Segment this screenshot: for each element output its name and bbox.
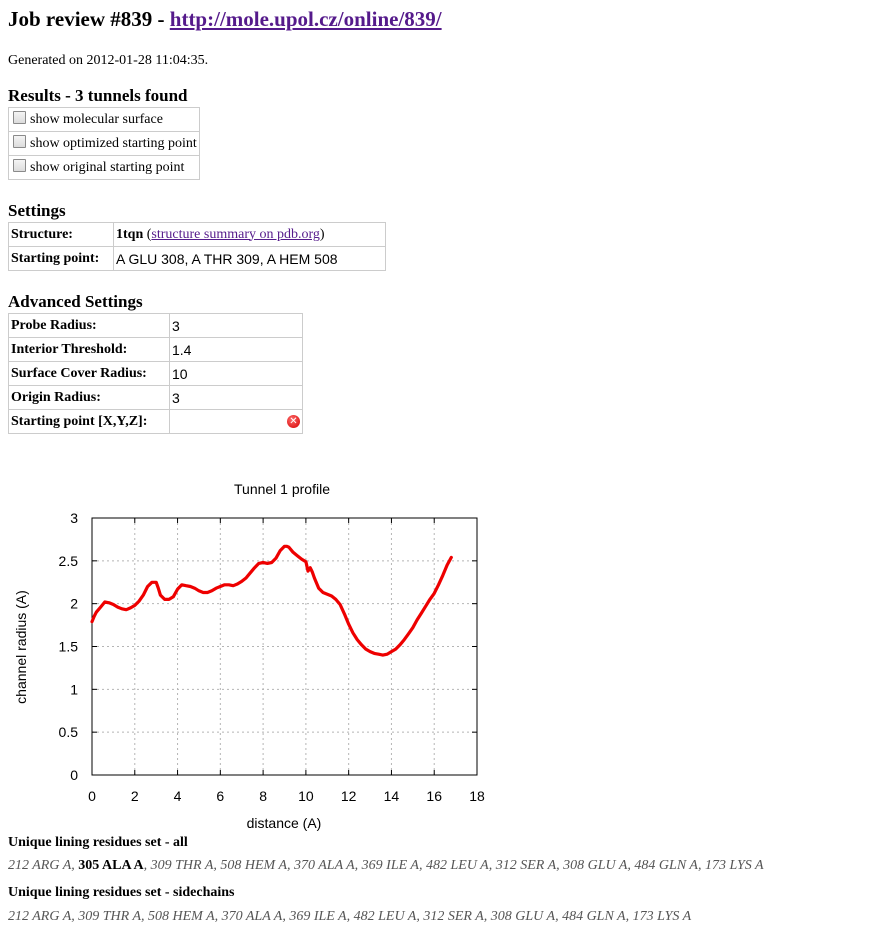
y-tick-label: 1 bbox=[70, 681, 78, 697]
radius-profile-line bbox=[90, 544, 453, 657]
chart-title: Tunnel 1 profile bbox=[234, 481, 330, 497]
option-label: show molecular surface bbox=[30, 112, 163, 127]
advanced-settings-heading: Advanced Settings bbox=[8, 292, 143, 311]
option-original-start[interactable]: show original starting point bbox=[8, 155, 200, 180]
axis-ticks: 0 2 4 6 8 10 12 14 16 18 0 0.5 1 1.5 2 2.5 3 bbox=[59, 510, 485, 804]
x-tick-label: 18 bbox=[469, 788, 485, 804]
probe-radius-label: Probe Radius: bbox=[8, 313, 170, 338]
tunnel-profile-chart: Tunnel 1 profile 0 2 4 6 8 10 12 14 16 18 0 0.5 1 1.5… bbox=[13, 481, 485, 831]
residues-all-before: 212 ARG A, bbox=[8, 858, 79, 873]
y-tick-label: 0.5 bbox=[59, 724, 79, 740]
interior-threshold-label: Interior Threshold: bbox=[8, 337, 170, 362]
option-label: show original starting point bbox=[30, 160, 185, 175]
x-tick-label: 0 bbox=[88, 788, 96, 804]
starting-point-label: Starting point: bbox=[8, 246, 114, 271]
display-options-table: show molecular surface show optimized st… bbox=[8, 107, 200, 180]
job-url-link[interactable]: http://mole.upol.cz/online/839/ bbox=[169, 7, 442, 31]
option-molecular-surface[interactable]: show molecular surface bbox=[8, 107, 200, 132]
checkbox-optimized-start[interactable] bbox=[13, 135, 26, 148]
probe-radius-value: 3 bbox=[169, 313, 303, 338]
x-tick-label: 12 bbox=[341, 788, 357, 804]
y-axis-label: channel radius (A) bbox=[13, 590, 29, 704]
origin-radius-value: 3 bbox=[169, 385, 303, 410]
y-tick-label: 3 bbox=[70, 510, 78, 526]
settings-table: Structure: 1tqn (structure summary on pd… bbox=[8, 222, 386, 271]
residues-all-after: , 309 THR A, 508 HEM A, 370 ALA A, 369 I… bbox=[143, 858, 764, 873]
surface-cover-radius-label: Surface Cover Radius: bbox=[8, 361, 170, 386]
checkbox-molecular-surface[interactable] bbox=[13, 111, 26, 124]
starting-xyz-label: Starting point [X,Y,Z]: bbox=[8, 409, 170, 434]
interior-threshold-value: 1.4 bbox=[169, 337, 303, 362]
residues-all-list: 212 ARG A, 305 ALA A, 309 THR A, 508 HEM… bbox=[8, 857, 888, 875]
residues-sidechains-list: 212 ARG A, 309 THR A, 508 HEM A, 370 ALA… bbox=[8, 909, 692, 924]
residues-sidechains-heading: Unique lining residues set - sidechains bbox=[8, 885, 235, 900]
x-axis-label: distance (A) bbox=[247, 815, 322, 831]
x-tick-label: 10 bbox=[298, 788, 314, 804]
title-text: Job review #839 - bbox=[8, 7, 170, 31]
results-heading: Results - 3 tunnels found bbox=[8, 86, 188, 105]
chart-grid bbox=[92, 518, 477, 775]
y-tick-label: 2.5 bbox=[59, 553, 79, 569]
starting-point-value: A GLU 308, A THR 309, A HEM 508 bbox=[113, 246, 386, 271]
error-icon: ✕ bbox=[287, 415, 300, 428]
option-optimized-start[interactable]: show optimized starting point bbox=[8, 131, 200, 156]
surface-cover-radius-value: 10 bbox=[169, 361, 303, 386]
paren-close: ) bbox=[319, 226, 325, 242]
x-tick-label: 8 bbox=[259, 788, 267, 804]
x-tick-label: 14 bbox=[384, 788, 400, 804]
checkbox-original-start[interactable] bbox=[13, 159, 26, 172]
residues-all-heading: Unique lining residues set - all bbox=[8, 835, 188, 850]
x-tick-label: 2 bbox=[131, 788, 139, 804]
y-tick-label: 2 bbox=[70, 596, 78, 612]
x-tick-label: 4 bbox=[174, 788, 182, 804]
origin-radius-label: Origin Radius: bbox=[8, 385, 170, 410]
pdb-summary-link[interactable]: structure summary on pdb.org bbox=[151, 226, 320, 242]
structure-id: 1tqn bbox=[116, 226, 144, 242]
paren-open: ( bbox=[143, 226, 152, 242]
advanced-settings-table: Probe Radius: 3 Interior Threshold: 1.4 Su… bbox=[8, 313, 303, 434]
settings-heading: Settings bbox=[8, 201, 66, 220]
starting-xyz-value: ✕ bbox=[169, 409, 303, 434]
residue-highlight: 305 ALA A bbox=[78, 858, 144, 873]
x-tick-label: 16 bbox=[426, 788, 442, 804]
y-tick-label: 1.5 bbox=[59, 639, 79, 655]
y-tick-label: 0 bbox=[70, 767, 78, 783]
generated-timestamp: Generated on 2012-01-28 11:04:35. bbox=[8, 53, 209, 68]
structure-label: Structure: bbox=[8, 222, 114, 247]
plot-frame bbox=[91, 517, 478, 776]
x-tick-label: 6 bbox=[216, 788, 224, 804]
option-label: show optimized starting point bbox=[30, 136, 197, 151]
structure-value: 1tqn (structure summary on pdb.org) bbox=[113, 222, 386, 247]
page-title: Job review #839 - http://mole.upol.cz/on… bbox=[8, 6, 884, 32]
